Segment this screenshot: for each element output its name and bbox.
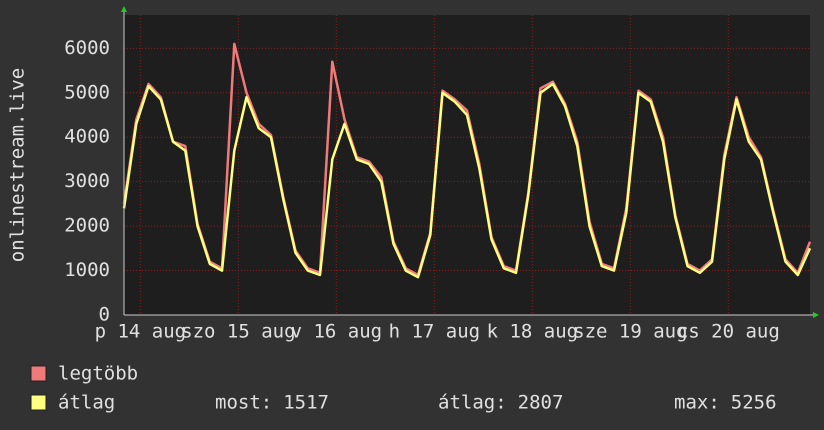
- y-tick-label: 2000: [64, 215, 110, 237]
- y-tick-label: 1000: [64, 259, 110, 281]
- y-tick-label: 3000: [64, 170, 110, 192]
- summary-label: max:: [674, 392, 720, 414]
- summary-label: most:: [215, 392, 272, 414]
- y-arrow: [121, 6, 127, 12]
- lines: [122, 42, 812, 279]
- x-tick-label: h 17 aug: [389, 321, 481, 343]
- y-tick-label: 5000: [64, 81, 110, 103]
- summary-value: 2807: [518, 392, 564, 414]
- series-line: [122, 82, 812, 279]
- summary-value: 5256: [731, 392, 777, 414]
- y-tick-label: 4000: [64, 126, 110, 148]
- x-tick-label: sze 19 aug: [573, 321, 687, 343]
- x-arrow: [813, 312, 819, 318]
- x-tick-label: szo 15 aug: [181, 321, 295, 343]
- legend-swatch: [30, 394, 47, 411]
- summary-value: 1517: [283, 392, 329, 414]
- y-tick-label: 6000: [64, 37, 110, 59]
- legend-label: legtöbb: [58, 363, 138, 385]
- series-line: [122, 42, 812, 277]
- legend-swatch: [30, 365, 47, 382]
- x-tick-label: k 18 aug: [487, 321, 579, 343]
- x-tick-label: p 14 aug: [95, 321, 187, 343]
- summary-label: átlag:: [438, 392, 507, 414]
- x-tick-label: cs 20 aug: [677, 321, 780, 343]
- y-tick-label: 0: [99, 304, 110, 326]
- legend-label: átlag: [58, 392, 115, 414]
- legend: legtöbb átlag most: 1517 átlag: 2807 max: 5256: [30, 363, 777, 414]
- x-tick-label: v 16 aug: [291, 321, 383, 343]
- y-axis-label: onlinestream.live: [7, 68, 29, 262]
